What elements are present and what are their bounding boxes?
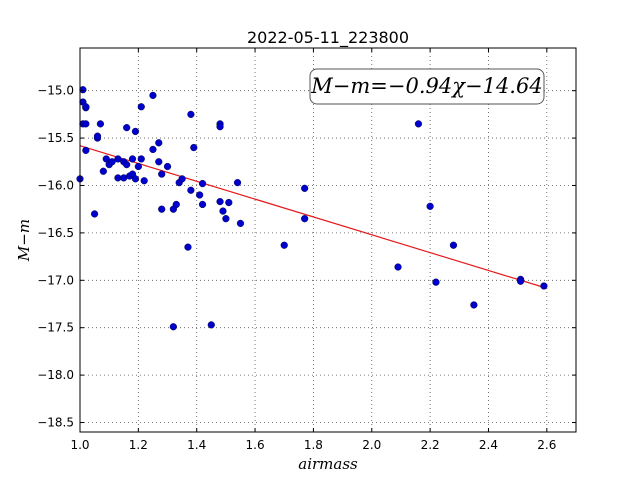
data-point	[216, 198, 224, 206]
data-point	[134, 162, 142, 171]
data-point	[93, 132, 102, 140]
data-point	[128, 155, 137, 163]
data-point	[516, 277, 525, 285]
y-tick-label: −16.0	[37, 178, 74, 192]
data-point	[449, 241, 458, 249]
x-tick-label: 2.6	[537, 438, 556, 452]
data-point	[155, 139, 163, 147]
data-point	[225, 198, 233, 207]
data-point	[131, 175, 140, 183]
data-point	[178, 175, 186, 183]
data-point	[82, 103, 90, 111]
x-tick-label: 1.2	[129, 438, 148, 452]
y-tick-label: −15.0	[37, 84, 74, 98]
plot-area-background	[80, 48, 576, 432]
data-point	[158, 205, 166, 213]
data-point	[82, 146, 90, 155]
y-tick-label: −18.0	[37, 368, 74, 382]
data-point	[184, 243, 192, 251]
data-point	[196, 191, 204, 199]
data-point	[190, 143, 198, 152]
data-point	[470, 301, 478, 309]
y-tick-label: −15.5	[37, 131, 74, 145]
data-point	[169, 323, 177, 331]
chart-title: 2022-05-11_223800	[247, 28, 409, 48]
y-tick-label: −17.5	[37, 321, 74, 335]
data-point	[301, 184, 309, 192]
annotation-text: M−m=−0.94χ−14.64	[310, 74, 542, 98]
fit-line	[79, 145, 545, 288]
data-point	[414, 120, 423, 128]
fit-line-layer	[79, 145, 545, 288]
data-point	[301, 215, 309, 223]
data-point	[155, 158, 163, 166]
data-point	[198, 179, 207, 188]
plot-frame	[79, 47, 577, 433]
data-point	[222, 215, 230, 223]
y-axis-label: M−m	[15, 219, 33, 262]
y-tick-label: −17.0	[37, 273, 74, 287]
data-point	[219, 207, 227, 215]
data-point	[131, 127, 140, 136]
data-point	[99, 167, 107, 175]
data-point	[187, 110, 195, 118]
data-point	[82, 120, 90, 128]
x-tick-label: 2.2	[421, 438, 440, 452]
data-point	[426, 202, 434, 210]
data-point	[79, 86, 87, 94]
data-point	[198, 200, 207, 209]
data-point	[123, 161, 131, 169]
y-tick-label: −18.5	[37, 416, 74, 430]
equation-annotation: M−m=−0.94χ−14.64	[309, 68, 545, 105]
x-tick-label: 1.8	[304, 438, 323, 452]
data-point	[187, 186, 195, 194]
annotation-box	[309, 68, 545, 105]
data-point	[158, 170, 166, 178]
data-point	[216, 123, 224, 131]
data-points	[76, 86, 548, 331]
x-tick-label: 1.6	[246, 438, 265, 452]
data-point	[394, 263, 402, 271]
data-point	[280, 241, 288, 249]
data-point	[149, 145, 157, 154]
data-point	[114, 155, 122, 163]
data-point	[102, 155, 110, 163]
axis-ticks: 1.0 1.2 1.4 1.6 1.8 2.0 2.2 2.4 2.6 −15.0 −15.5 −16…	[37, 48, 576, 452]
data-point	[137, 103, 145, 111]
x-axis-label: airmass	[298, 455, 358, 473]
data-point	[163, 162, 172, 171]
data-point	[137, 155, 145, 163]
data-point	[172, 200, 180, 209]
data-point	[108, 158, 116, 166]
data-point	[540, 282, 548, 290]
x-tick-label: 2.4	[479, 438, 498, 452]
grid-lines	[79, 48, 576, 432]
data-point	[149, 91, 157, 100]
data-point	[432, 278, 440, 286]
data-point	[90, 210, 99, 218]
data-point	[207, 321, 215, 329]
x-tick-label: 1.0	[70, 438, 89, 452]
data-point	[236, 219, 245, 228]
y-tick-label: −16.5	[37, 226, 74, 240]
data-point	[123, 124, 131, 132]
x-tick-label: 1.4	[187, 438, 206, 452]
data-point	[233, 179, 242, 187]
data-point	[140, 177, 148, 185]
data-point	[96, 120, 105, 128]
x-tick-label: 2.0	[362, 438, 381, 452]
